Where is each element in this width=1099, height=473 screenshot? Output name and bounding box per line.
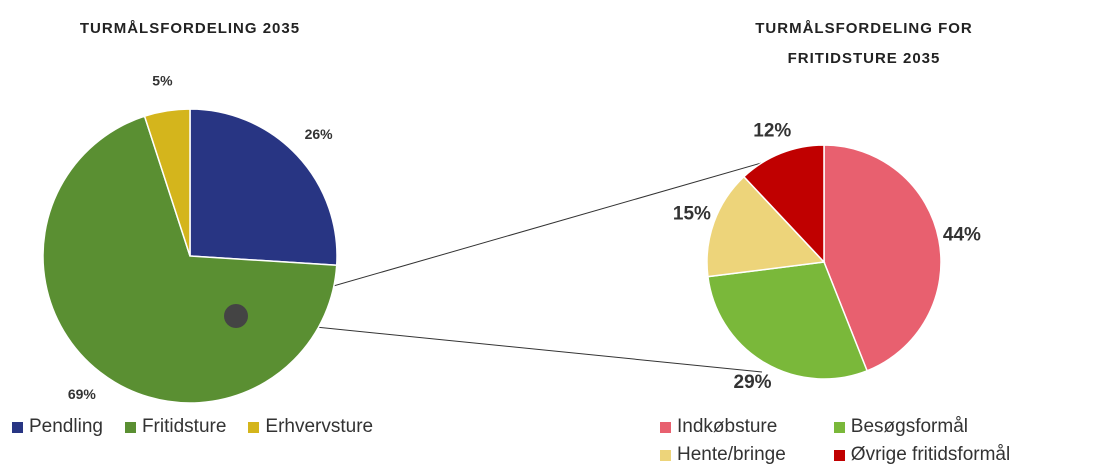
zoom-line xyxy=(245,319,763,373)
legend-label: Fritidsture xyxy=(141,416,227,437)
pie-slice xyxy=(707,261,869,380)
legend-swatch xyxy=(833,449,845,461)
legend-item: Indkøbsture xyxy=(660,416,786,438)
pie-slice xyxy=(706,175,826,278)
legend-item: Øvrige fritidsformål xyxy=(833,444,1011,466)
legend-swatch xyxy=(660,449,671,461)
legend-item: Fritidsture xyxy=(124,416,227,438)
data-label: 5% xyxy=(152,72,173,88)
chart-title: TURMÅLSFORDELING FOR FRITIDSTURE 2035 xyxy=(755,20,973,67)
data-label: 12% xyxy=(753,120,791,141)
pie-slice xyxy=(823,144,942,372)
legend-item: Besøgsformål xyxy=(833,416,1010,438)
legend-item: Erhvervsture xyxy=(248,416,373,438)
legend-label: Besøgsformål xyxy=(850,416,968,437)
data-label: 26% xyxy=(305,126,334,142)
data-label: 69% xyxy=(68,386,97,402)
pie-slice xyxy=(42,115,338,404)
legend-label: Hente/bringe xyxy=(677,444,786,465)
legend-swatch xyxy=(248,421,260,433)
data-label: 15% xyxy=(673,203,711,224)
legend-swatch xyxy=(12,421,23,433)
legend-label: Pendling xyxy=(29,416,103,437)
legend-swatch xyxy=(124,421,136,433)
zoom-marker xyxy=(224,304,248,328)
legend-swatch xyxy=(660,421,671,433)
legend: Indkøbsture Besøgsformål Hente/bringe Øvrig… xyxy=(660,416,1010,466)
legend-swatch xyxy=(833,421,845,433)
pie-slice xyxy=(143,108,191,257)
legend-label: Øvrige fritidsformål xyxy=(850,444,1011,465)
legend-item: Pendling xyxy=(12,416,103,438)
pie-slice xyxy=(742,144,825,264)
legend-item: Hente/bringe xyxy=(660,444,786,466)
legend-label: Erhvervsture xyxy=(265,416,374,437)
legend-label: Indkøbsture xyxy=(677,416,778,437)
legend: Pendling Fritidsture Erhvervsture xyxy=(12,416,373,438)
data-label: 44% xyxy=(943,225,981,246)
chart-title: TURMÅLSFORDELING 2035 xyxy=(79,20,301,37)
data-label: 29% xyxy=(734,372,772,393)
pie-slice xyxy=(189,108,338,267)
